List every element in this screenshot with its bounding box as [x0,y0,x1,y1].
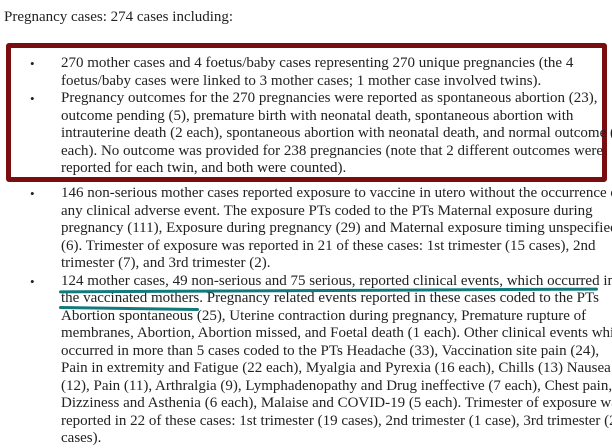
bullet-icon: • [30,56,35,71]
text-line: foetus/baby cases were linked to 3 mothe… [61,72,542,89]
text-line: the vaccinated mothers. Pregnancy relate… [61,290,599,306]
text-line: 270 mother cases and 4 foetus/baby cases… [61,55,574,71]
text-line: (12), Pain (11), Arthralgia (9), Lymphad… [61,377,612,394]
text-line: reported for each twin, and both were co… [61,160,347,176]
text-line: outcome pending (5), premature birth wit… [61,107,574,124]
text-line: (6). Trimester of exposure was reported … [61,237,596,254]
section-heading: Pregnancy cases: 274 cases including: [4,9,234,25]
text-line: occurred in more than 5 cases coded to t… [61,342,600,359]
text-line: 124 mother cases, 49 non-serious and 75 … [61,272,612,289]
text-line: each). No outcome was provided for 238 p… [61,142,604,159]
text-line: Pregnancy outcomes for the 270 pregnanci… [61,90,598,106]
text-line: pregnancy (111), Exposure during pregnan… [61,220,612,236]
text-line: cases). [61,430,102,446]
bullet-icon: • [30,186,35,201]
text-line: any clinical adverse event. The exposure… [61,202,593,219]
text-line: 146 non-serious mother cases reported ex… [61,185,612,201]
text-line: membranes, Abortion, Abortion missed, an… [61,325,612,341]
text-line: reported in 22 of these cases: 1st trime… [61,412,612,429]
text-line: Pain in extremity and Fatigue (22 each),… [61,360,611,376]
bullet-icon: • [30,91,35,106]
bullet-icon: • [30,273,35,289]
highlight-box [6,43,607,182]
text-line: trimester (7), and 3rd trimester (2). [61,255,271,271]
text-line: Abortion spontaneous (25), Uterine contr… [61,307,587,324]
text-line: Dizziness and Asthenia (6 each), Malaise… [61,395,612,411]
text-line: intrauterine death (2 each), spontaneous… [61,125,612,141]
